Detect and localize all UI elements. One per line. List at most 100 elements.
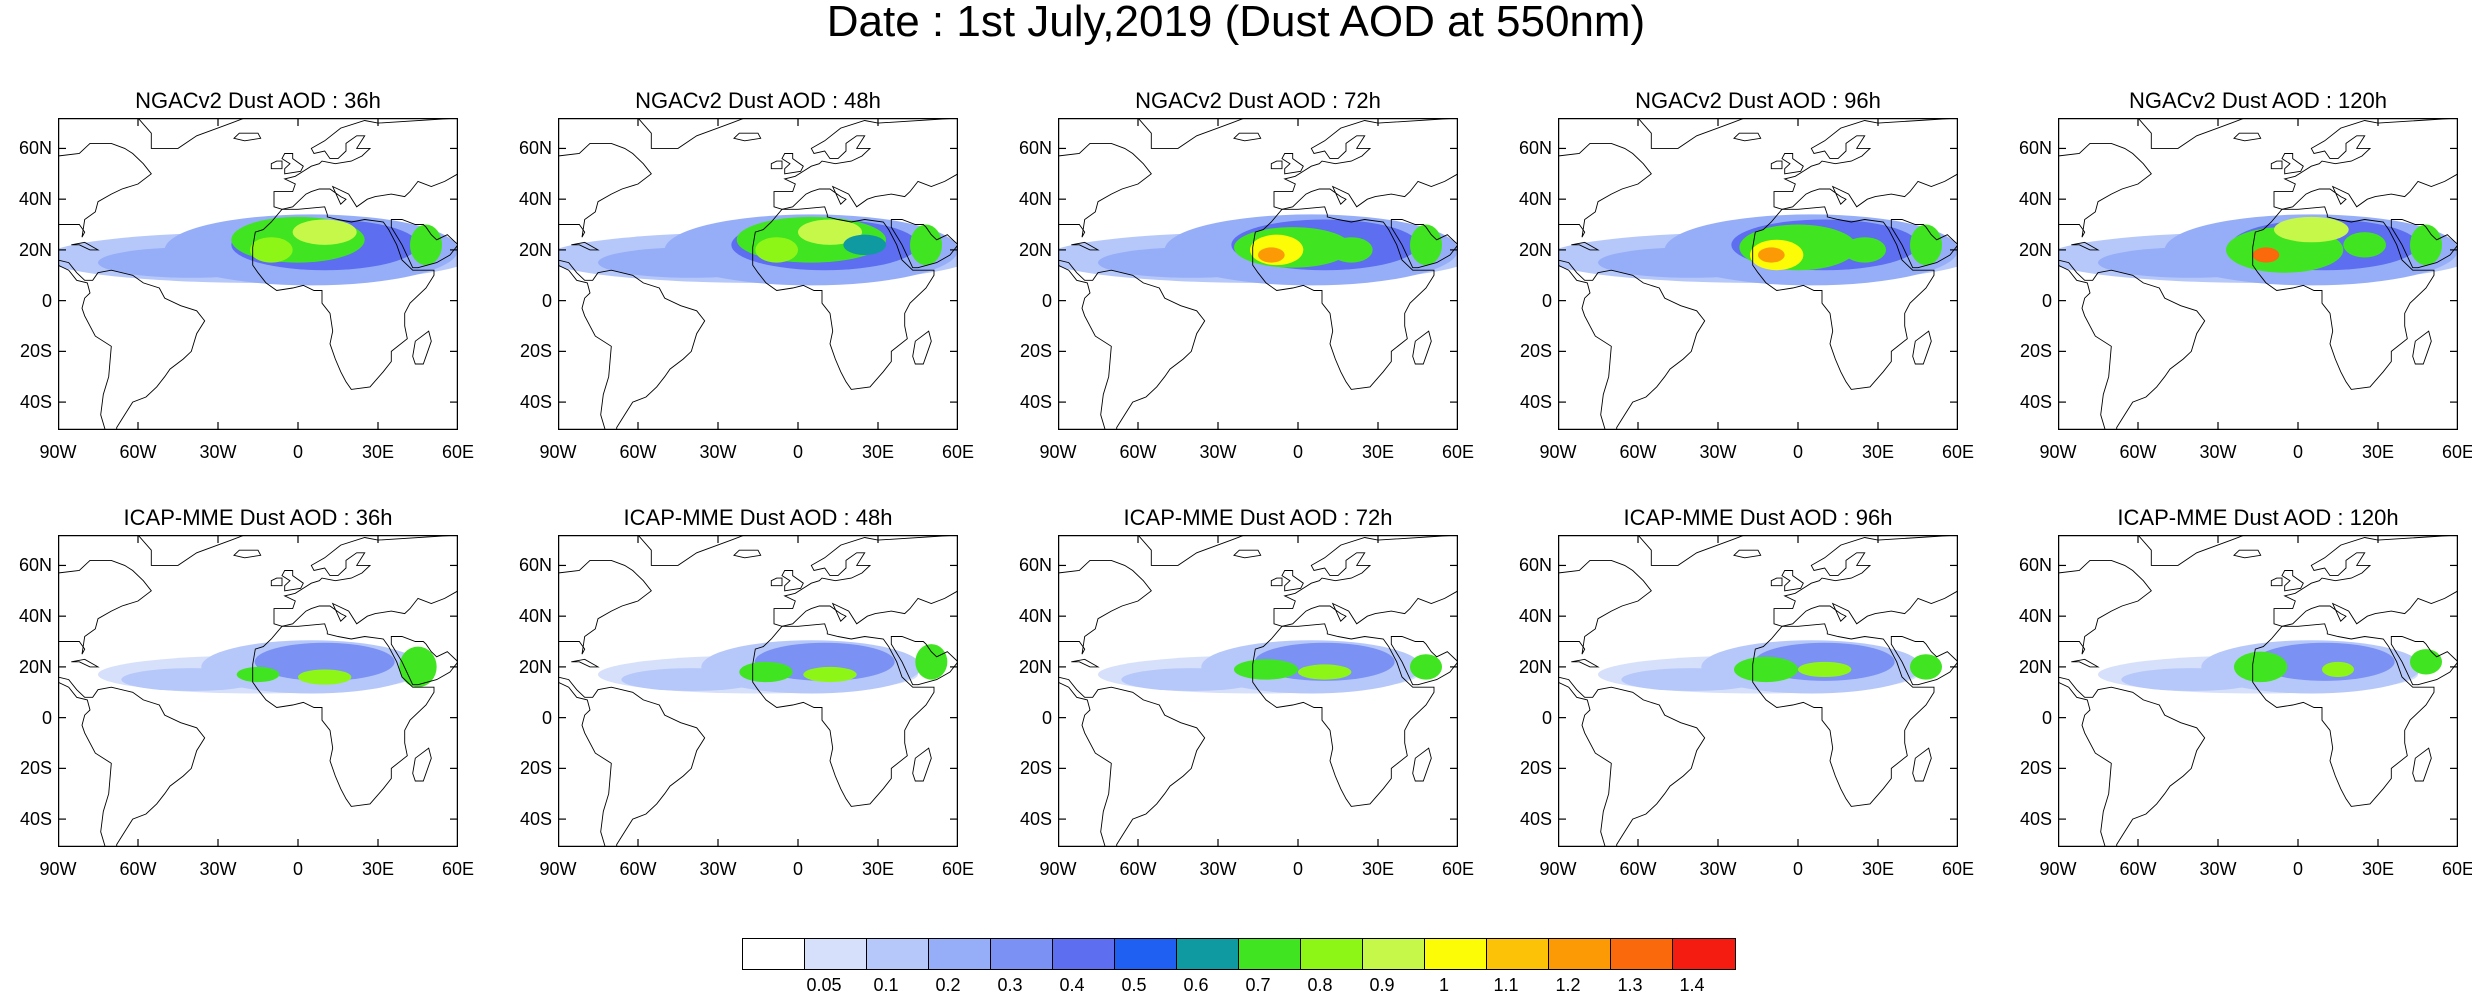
map-plot bbox=[58, 535, 458, 847]
lon-label: 30E bbox=[861, 442, 895, 462]
coastline bbox=[1137, 118, 1245, 149]
coastline bbox=[1233, 132, 1262, 142]
lat-label: 20S bbox=[2019, 341, 2052, 362]
coastline bbox=[2058, 142, 2152, 238]
colorbar-cell bbox=[1487, 939, 1549, 969]
coastline bbox=[733, 132, 762, 142]
colorbar-cell bbox=[991, 939, 1053, 969]
dust-hotspot bbox=[1410, 224, 1442, 266]
lon-label: 0 bbox=[792, 442, 803, 462]
lat-label: 60N bbox=[18, 555, 52, 576]
lon-label: 60W bbox=[619, 442, 657, 462]
lat-label: 0 bbox=[1541, 707, 1552, 728]
coastline bbox=[912, 747, 932, 782]
colorbar-cell bbox=[1425, 939, 1487, 969]
lon-label: 0 bbox=[1292, 859, 1303, 879]
panel-title: ICAP-MME Dust AOD : 96h bbox=[1623, 505, 1893, 530]
panel-title: ICAP-MME Dust AOD : 72h bbox=[1123, 505, 1393, 530]
coastline bbox=[71, 241, 100, 251]
coastline bbox=[1058, 142, 1152, 238]
lon-label: 60W bbox=[119, 859, 157, 879]
lat-label: 0 bbox=[1541, 290, 1552, 311]
lat-label: 40N bbox=[2018, 606, 2052, 627]
colorbar-cell bbox=[929, 939, 991, 969]
colorbar-cell bbox=[805, 939, 867, 969]
lat-label: 20N bbox=[2018, 239, 2052, 260]
dust-hotspot bbox=[2343, 232, 2386, 258]
dust-field bbox=[1621, 668, 1762, 691]
coastline bbox=[1233, 549, 1262, 559]
coastline bbox=[558, 559, 652, 655]
lon-label: 0 bbox=[292, 442, 303, 462]
lat-label: 40S bbox=[19, 809, 52, 830]
coastline bbox=[1752, 623, 1935, 807]
dust-hotspot bbox=[2322, 661, 2354, 678]
lat-label: 0 bbox=[1041, 707, 1052, 728]
coastline bbox=[1571, 241, 1600, 251]
lon-label: 60W bbox=[2119, 442, 2157, 462]
lon-label: 30W bbox=[1699, 442, 1737, 462]
coastline bbox=[1281, 570, 1304, 592]
coastline bbox=[1752, 206, 1935, 390]
lat-label: 20S bbox=[1519, 341, 1552, 362]
coastline bbox=[1637, 118, 1745, 149]
map-panel: ICAP-MME Dust AOD : 36h 60N 40N 20N 0 20S 40S 9… bbox=[0, 505, 500, 965]
map-frame bbox=[58, 535, 458, 847]
colorbar-cell bbox=[1611, 939, 1673, 969]
lon-label: 0 bbox=[792, 859, 803, 879]
coastline bbox=[412, 747, 432, 782]
lat-label: 20N bbox=[518, 656, 552, 677]
coastline bbox=[2252, 623, 2435, 807]
coastline bbox=[252, 623, 435, 807]
lat-label: 0 bbox=[2041, 290, 2052, 311]
dust-hotspot bbox=[1298, 664, 1352, 680]
coastline bbox=[2071, 658, 2100, 668]
lon-label: 0 bbox=[2292, 442, 2303, 462]
lon-label: 60W bbox=[1119, 442, 1157, 462]
lon-label: 30W bbox=[699, 859, 737, 879]
lon-label: 90W bbox=[1039, 442, 1077, 462]
colorbar-level-label: 0.2 bbox=[935, 975, 961, 995]
coastline bbox=[2412, 330, 2432, 365]
coastline bbox=[1058, 559, 1152, 655]
panel-title: ICAP-MME Dust AOD : 36h bbox=[123, 505, 393, 530]
coastline bbox=[1912, 747, 1932, 782]
map-panel: ICAP-MME Dust AOD : 96h 60N 40N 20N 0 20S 40S 9… bbox=[1500, 505, 2000, 965]
colorbar-level-label: 0.8 bbox=[1307, 975, 1333, 995]
map-plot bbox=[1558, 535, 1958, 847]
coastline bbox=[281, 570, 304, 592]
coastline bbox=[137, 535, 245, 566]
lon-label: 60W bbox=[2119, 859, 2157, 879]
map-frame bbox=[558, 535, 958, 847]
lat-label: 40N bbox=[1518, 189, 1552, 210]
coastline bbox=[1281, 153, 1304, 175]
lat-label: 40N bbox=[1518, 606, 1552, 627]
dust-hotspot bbox=[1758, 247, 1785, 263]
coastline bbox=[1412, 747, 1432, 782]
lat-label: 0 bbox=[1041, 290, 1052, 311]
lat-label: 60N bbox=[18, 138, 52, 159]
lat-label: 20S bbox=[19, 758, 52, 779]
lon-label: 90W bbox=[39, 442, 77, 462]
coastline bbox=[558, 676, 706, 847]
coastline bbox=[1270, 577, 1283, 587]
coastline bbox=[1273, 118, 1458, 210]
lon-label: 0 bbox=[1292, 442, 1303, 462]
lon-label: 30W bbox=[2199, 859, 2237, 879]
map-frame bbox=[2058, 535, 2458, 847]
map-frame bbox=[1058, 535, 1458, 847]
coastline bbox=[1770, 577, 1783, 587]
dust-field bbox=[1598, 247, 1785, 278]
coastline bbox=[558, 259, 706, 430]
lat-label: 20N bbox=[1018, 239, 1052, 260]
coastline bbox=[1412, 330, 1432, 365]
colorbar-level-label: 0.1 bbox=[873, 975, 899, 995]
lat-label: 60N bbox=[518, 555, 552, 576]
coastline bbox=[1637, 535, 1745, 566]
coastline bbox=[571, 241, 600, 251]
coastline bbox=[1071, 658, 1100, 668]
lon-label: 60W bbox=[619, 859, 657, 879]
coastline bbox=[1558, 559, 1652, 655]
panel-title: NGACv2 Dust AOD : 48h bbox=[635, 88, 881, 113]
coastline bbox=[2071, 241, 2100, 251]
